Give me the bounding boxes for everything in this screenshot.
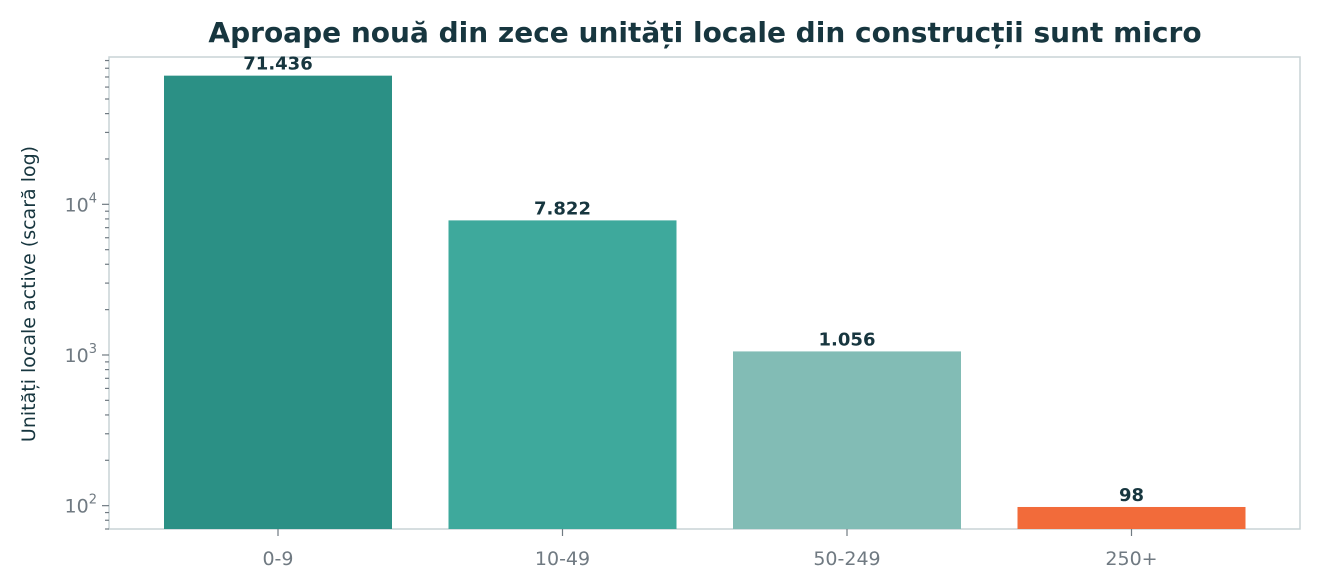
x-tick-label: 0-9 <box>262 548 293 570</box>
y-tick-label: 103 <box>65 342 97 367</box>
chart-title: Aproape nouă din zece unități locale din… <box>208 16 1201 49</box>
x-ticks: 0-9 10-49 50-249 250+ <box>262 529 1158 570</box>
value-label: 98 <box>1119 485 1144 506</box>
x-tick-label: 10-49 <box>535 548 590 570</box>
x-tick-label: 250+ <box>1105 548 1157 570</box>
bar-10-49 <box>448 220 677 529</box>
bars <box>164 75 1246 530</box>
y-tick-label: 102 <box>65 493 97 518</box>
bar-50-249 <box>733 351 961 529</box>
value-label: 71.436 <box>243 54 312 75</box>
bar-250+ <box>1017 506 1246 529</box>
bar-0-9 <box>164 75 392 530</box>
y-axis-label: Unități locale active (scară log) <box>18 146 40 442</box>
y-minor-ticks <box>105 59 109 530</box>
value-labels: 71.436 7.822 1.056 98 <box>243 54 1144 506</box>
y-major-ticks: 102 103 104 <box>65 191 109 518</box>
value-label: 1.056 <box>819 329 876 350</box>
plot-frame <box>108 56 1301 530</box>
y-tick-label: 104 <box>65 191 97 216</box>
value-label: 7.822 <box>534 198 591 219</box>
x-tick-label: 50-249 <box>813 548 880 570</box>
